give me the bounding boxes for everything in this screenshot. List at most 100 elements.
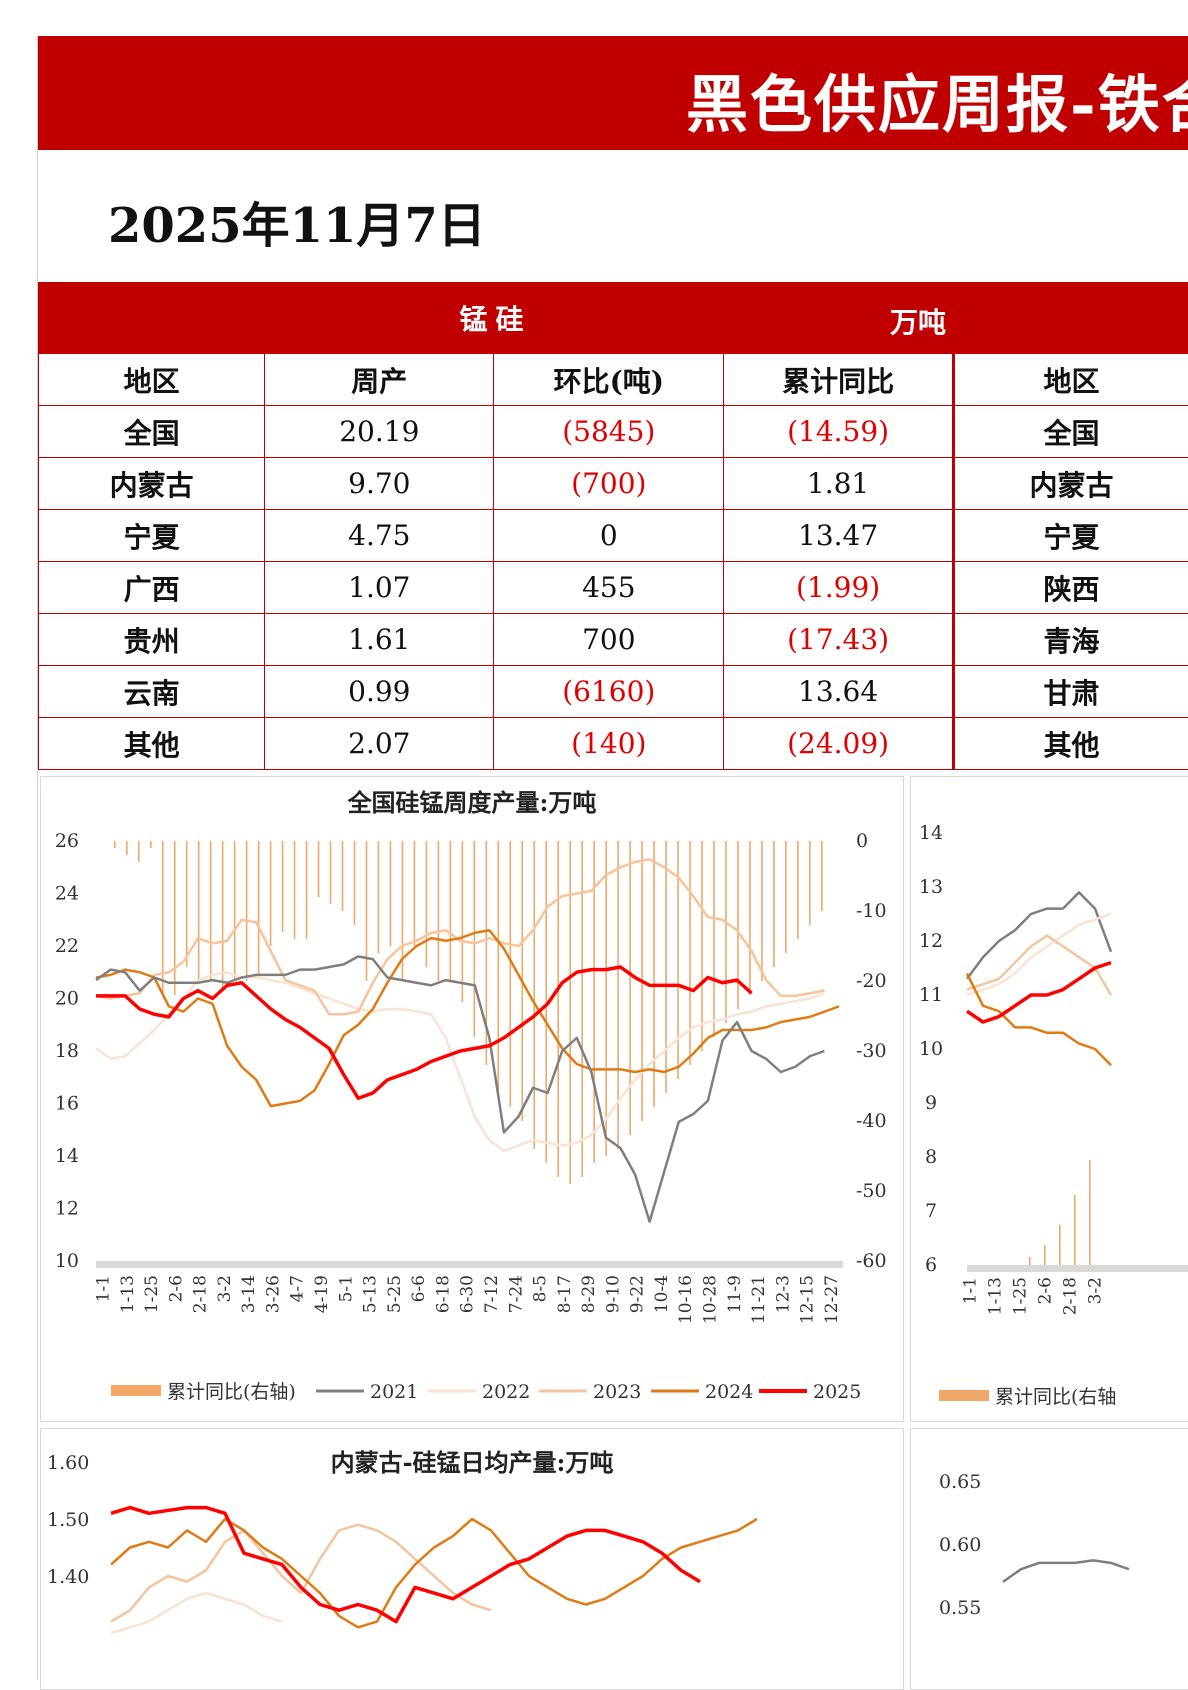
region2-cell: 陕西 bbox=[954, 562, 1188, 614]
x-tick-label: 2-6 bbox=[1036, 1277, 1056, 1304]
weekly-cell: 1.61 bbox=[265, 614, 494, 666]
cumulative-yoy-bar bbox=[270, 841, 272, 946]
x-tick-label: 2-6 bbox=[166, 1275, 186, 1302]
y-tick-label: 13 bbox=[919, 876, 943, 898]
weekly-cell: 9.70 bbox=[265, 458, 494, 510]
yoy-cell: (24.09) bbox=[724, 718, 954, 770]
y-tick-label: 24 bbox=[55, 883, 79, 905]
x-tick-label: 3-2 bbox=[1086, 1277, 1106, 1304]
x-tick-label: 5-1 bbox=[336, 1275, 356, 1302]
col-header-weekly: 周产 bbox=[265, 354, 494, 406]
x-tick-label: 8-29 bbox=[579, 1275, 599, 1313]
cumulative-yoy-bar bbox=[773, 841, 775, 967]
report-date: 2025年11月7日 bbox=[108, 186, 486, 256]
yoy-cell: 13.64 bbox=[724, 666, 954, 718]
y-tick-label: 10 bbox=[55, 1250, 79, 1272]
region2-cell: 内蒙古 bbox=[954, 458, 1188, 510]
cumulative-yoy-bar bbox=[821, 841, 823, 911]
cumulative-yoy-bar bbox=[701, 841, 703, 1051]
yoy-cell: (14.59) bbox=[724, 406, 954, 458]
x-tick-label: 2-18 bbox=[191, 1275, 211, 1313]
section-header-cell: 锰硅 万吨 bbox=[39, 283, 954, 354]
legend-swatch-bar bbox=[111, 1385, 161, 1396]
cumulative-yoy-bar bbox=[761, 841, 763, 981]
legend-label: 累计同比(右轴 bbox=[995, 1386, 1116, 1408]
x-tick-label: 8-5 bbox=[531, 1275, 551, 1302]
x-tick-label: 1-13 bbox=[118, 1275, 138, 1313]
region-cell: 全国 bbox=[39, 406, 265, 458]
wow-cell: (6160) bbox=[494, 666, 724, 718]
y-tick-label: 20 bbox=[55, 988, 79, 1010]
x-tick-label: 5-13 bbox=[361, 1275, 381, 1313]
cumulative-yoy-bar bbox=[162, 841, 164, 995]
x-tick-label: 2-18 bbox=[1061, 1277, 1081, 1315]
y-tick-label: 22 bbox=[55, 935, 79, 957]
legend-label: 累计同比(右轴) bbox=[167, 1381, 296, 1403]
x-tick-label: 10-16 bbox=[676, 1275, 696, 1324]
yoy-cell: 1.81 bbox=[724, 458, 954, 510]
wow-cell: (140) bbox=[494, 718, 724, 770]
col-header-region: 地区 bbox=[39, 354, 265, 406]
y-tick-label: 11 bbox=[919, 984, 943, 1006]
x-tick-label: 11-21 bbox=[749, 1275, 769, 1324]
cumulative-yoy-bar bbox=[114, 841, 116, 848]
cumulative-yoy-bar bbox=[378, 841, 380, 953]
y-tick-label: 9 bbox=[925, 1092, 937, 1114]
cumulative-yoy-bar bbox=[258, 841, 260, 974]
cumulative-yoy-bar bbox=[533, 841, 535, 1149]
y-tick-label: 7 bbox=[925, 1200, 937, 1222]
x-tick-label: 11-9 bbox=[725, 1275, 745, 1313]
y-tick-label: 1.60 bbox=[47, 1452, 89, 1474]
x-axis-band bbox=[96, 1261, 843, 1268]
y-tick-label: 1.50 bbox=[47, 1509, 89, 1531]
series-line-2021 bbox=[1003, 1560, 1129, 1581]
cumulative-yoy-bar bbox=[390, 841, 392, 946]
cumulative-yoy-bar bbox=[186, 841, 188, 967]
y-tick-label: 12 bbox=[55, 1198, 79, 1220]
x-tick-label: 5-25 bbox=[385, 1275, 405, 1313]
series-line-2022 bbox=[111, 1593, 282, 1633]
section-unit: 万吨 bbox=[890, 301, 946, 341]
region-cell: 内蒙古 bbox=[39, 458, 265, 510]
wow-cell: (700) bbox=[494, 458, 724, 510]
y2-tick-label: -30 bbox=[856, 1040, 887, 1062]
wow-cell: 700 bbox=[494, 614, 724, 666]
cumulative-yoy-bar bbox=[509, 841, 511, 1107]
x-tick-label: 3-2 bbox=[215, 1275, 235, 1302]
right-daily-chart: 0.650.600.55 bbox=[911, 1429, 1188, 1689]
y-tick-label: 12 bbox=[919, 930, 943, 952]
region-cell: 贵州 bbox=[39, 614, 265, 666]
cumulative-yoy-bar bbox=[462, 841, 464, 1002]
cumulative-yoy-bar bbox=[629, 841, 631, 1135]
yoy-cell: 13.47 bbox=[724, 510, 954, 562]
y-tick-label: 0.60 bbox=[939, 1534, 981, 1556]
series-line-2025 bbox=[111, 1508, 700, 1622]
wow-cell: 0 bbox=[494, 510, 724, 562]
y-tick-label: 14 bbox=[55, 1145, 79, 1167]
series-line-2022 bbox=[96, 972, 824, 1151]
cumulative-yoy-bar bbox=[246, 841, 248, 981]
y-tick-label: 14 bbox=[919, 822, 943, 844]
x-tick-label: 1-13 bbox=[986, 1277, 1006, 1315]
x-tick-label: 1-25 bbox=[1011, 1277, 1031, 1315]
cumulative-yoy-bar bbox=[210, 841, 212, 981]
y-tick-label: 0.55 bbox=[939, 1597, 981, 1619]
y-tick-label: 6 bbox=[925, 1254, 937, 1276]
x-tick-label: 6-30 bbox=[458, 1275, 478, 1313]
cumulative-yoy-bar bbox=[569, 841, 571, 1184]
cumulative-yoy-bar bbox=[749, 841, 751, 995]
x-tick-label: 4-7 bbox=[288, 1275, 308, 1302]
x-tick-label: 7-24 bbox=[506, 1275, 526, 1313]
x-tick-label: 9-22 bbox=[628, 1275, 648, 1313]
region2-cell: 青海 bbox=[954, 614, 1188, 666]
cumulative-yoy-bar bbox=[785, 841, 787, 953]
legend-label: 2022 bbox=[482, 1381, 530, 1403]
